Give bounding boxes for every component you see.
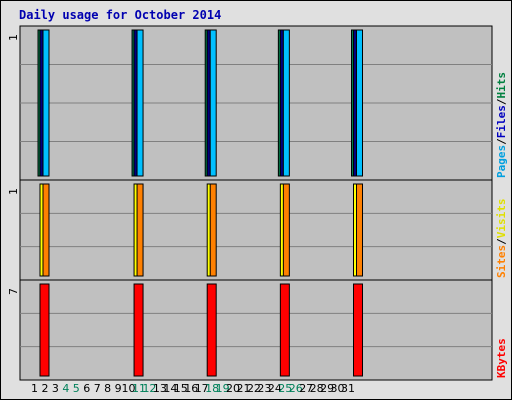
panel-kbytes: [19, 279, 493, 381]
legend-entry: Visits: [495, 199, 508, 239]
panel-visits: [19, 179, 493, 281]
legend-visits: Sites/Visits: [495, 199, 508, 279]
y-axis-max-label: 7: [7, 288, 20, 295]
bar-pages-day-24: [282, 29, 290, 177]
x-tick-label: 28: [310, 382, 324, 395]
bar-sites-day-24: [282, 183, 290, 277]
bar-pages-day-17: [209, 29, 217, 177]
bar-kbytes-day-1: [39, 283, 50, 377]
legend-entry: /: [495, 138, 508, 145]
chart-title: Daily usage for October 2014: [19, 8, 222, 22]
x-tick-label: 18: [205, 382, 219, 395]
x-tick-label: 11: [132, 382, 146, 395]
x-tick-label: 22: [247, 382, 261, 395]
legend-hits: Pages/Files/Hits: [495, 72, 508, 178]
x-tick-label: 14: [163, 382, 177, 395]
legend-entry: KBytes: [495, 338, 508, 378]
legend-kbytes: KBytes: [495, 338, 508, 378]
legend-entry: Files: [495, 105, 508, 138]
x-tick-label: 6: [83, 382, 90, 395]
legend-entry: Hits: [495, 72, 508, 99]
x-tick-label: 9: [115, 382, 122, 395]
x-tick-label: 26: [289, 382, 303, 395]
bar-pages-day-10: [136, 29, 144, 177]
x-tick-label: 7: [94, 382, 101, 395]
x-tick-label: 16: [184, 382, 198, 395]
x-tick-label: 31: [341, 382, 355, 395]
legend-entry: Sites: [495, 245, 508, 278]
x-tick-label: 3: [52, 382, 59, 395]
bar-pages-day-1: [42, 29, 50, 177]
x-tick-label: 4: [62, 382, 69, 395]
bar-pages-day-31: [356, 29, 363, 177]
x-tick-label: 1: [31, 382, 38, 395]
x-tick-label: 25: [278, 382, 292, 395]
bar-kbytes-day-10: [133, 283, 144, 377]
x-tick-label: 8: [104, 382, 111, 395]
legend-entry: Pages: [495, 145, 508, 178]
x-tick-label: 24: [268, 382, 282, 395]
bar-kbytes-day-17: [206, 283, 217, 377]
x-tick-label: 21: [237, 382, 251, 395]
x-tick-label: 30: [331, 382, 345, 395]
x-tick-label: 2: [41, 382, 48, 395]
x-tick-label: 17: [195, 382, 209, 395]
legend-entry: /: [495, 98, 508, 105]
bar-sites-day-1: [42, 183, 50, 277]
bar-kbytes-day-31: [353, 283, 363, 377]
x-tick-label: 19: [216, 382, 230, 395]
legend-entry: /: [495, 238, 508, 245]
x-tick-label: 23: [257, 382, 271, 395]
bar-sites-day-31: [356, 183, 363, 277]
x-tick-label: 20: [226, 382, 240, 395]
x-tick-label: 29: [320, 382, 334, 395]
bar-sites-day-10: [136, 183, 144, 277]
x-tick-label: 27: [299, 382, 313, 395]
y-axis-max-label: 1: [7, 188, 20, 195]
y-axis-max-label: 1: [7, 34, 20, 41]
x-tick-label: 10: [122, 382, 136, 395]
x-tick-label: 5: [73, 382, 80, 395]
bar-kbytes-day-24: [279, 283, 290, 377]
x-tick-label: 12: [142, 382, 156, 395]
bar-sites-day-17: [209, 183, 217, 277]
x-tick-label: 15: [174, 382, 188, 395]
x-tick-label: 13: [153, 382, 167, 395]
